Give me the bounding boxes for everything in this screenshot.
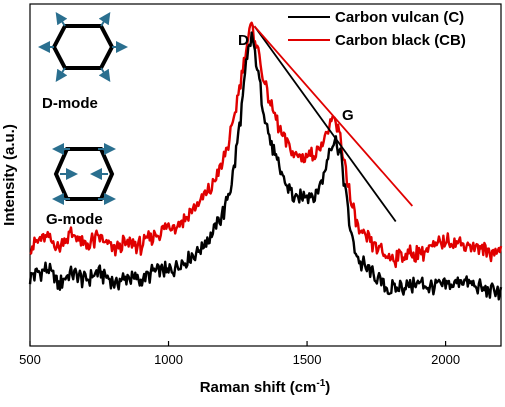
peak-label-d: D (238, 32, 249, 49)
d-mode-arrow (55, 12, 68, 27)
x-axis-title-end: ) (325, 379, 330, 396)
plot-frame (29, 3, 502, 347)
x-axis-title: Raman shift (cm-1) (200, 378, 331, 396)
series-layer (28, 21, 503, 301)
d-mode-hexagon-icon (38, 12, 128, 82)
guide-line-black (253, 25, 397, 223)
d-mode-arrow (98, 12, 111, 27)
peak-label-g: G (342, 107, 354, 124)
x-axis-title-main: Raman shift (cm (200, 379, 317, 396)
d-mode-label: D-mode (42, 95, 98, 112)
d-mode-arrow (98, 67, 111, 82)
x-tick-label: 500 (19, 352, 41, 367)
y-axis-title: Intensity (a.u.) (1, 124, 18, 226)
x-axis-ticks: 500 1000 1500 2000 (19, 341, 460, 367)
d-mode-hexagon (51, 24, 115, 70)
g-mode-label: G-mode (46, 211, 103, 228)
g-mode-hexagon-icon (52, 143, 116, 205)
legend-label-carbon-black: Carbon black (CB) (335, 32, 466, 49)
series-line-carbon-black (29, 21, 503, 269)
x-tick-label: 1500 (293, 352, 322, 367)
guide-lines (253, 25, 414, 223)
x-tick-label: 1000 (154, 352, 183, 367)
d-mode-arrow (55, 67, 68, 82)
series-line-carbon-vulcan (28, 31, 503, 301)
legend-label-carbon-vulcan: Carbon vulcan (C) (335, 9, 464, 26)
x-axis-title-sup: -1 (316, 378, 325, 389)
x-tick-label: 2000 (431, 352, 460, 367)
guide-line-red (253, 25, 414, 207)
legend: Carbon vulcan (C) Carbon black (CB) (288, 9, 466, 49)
